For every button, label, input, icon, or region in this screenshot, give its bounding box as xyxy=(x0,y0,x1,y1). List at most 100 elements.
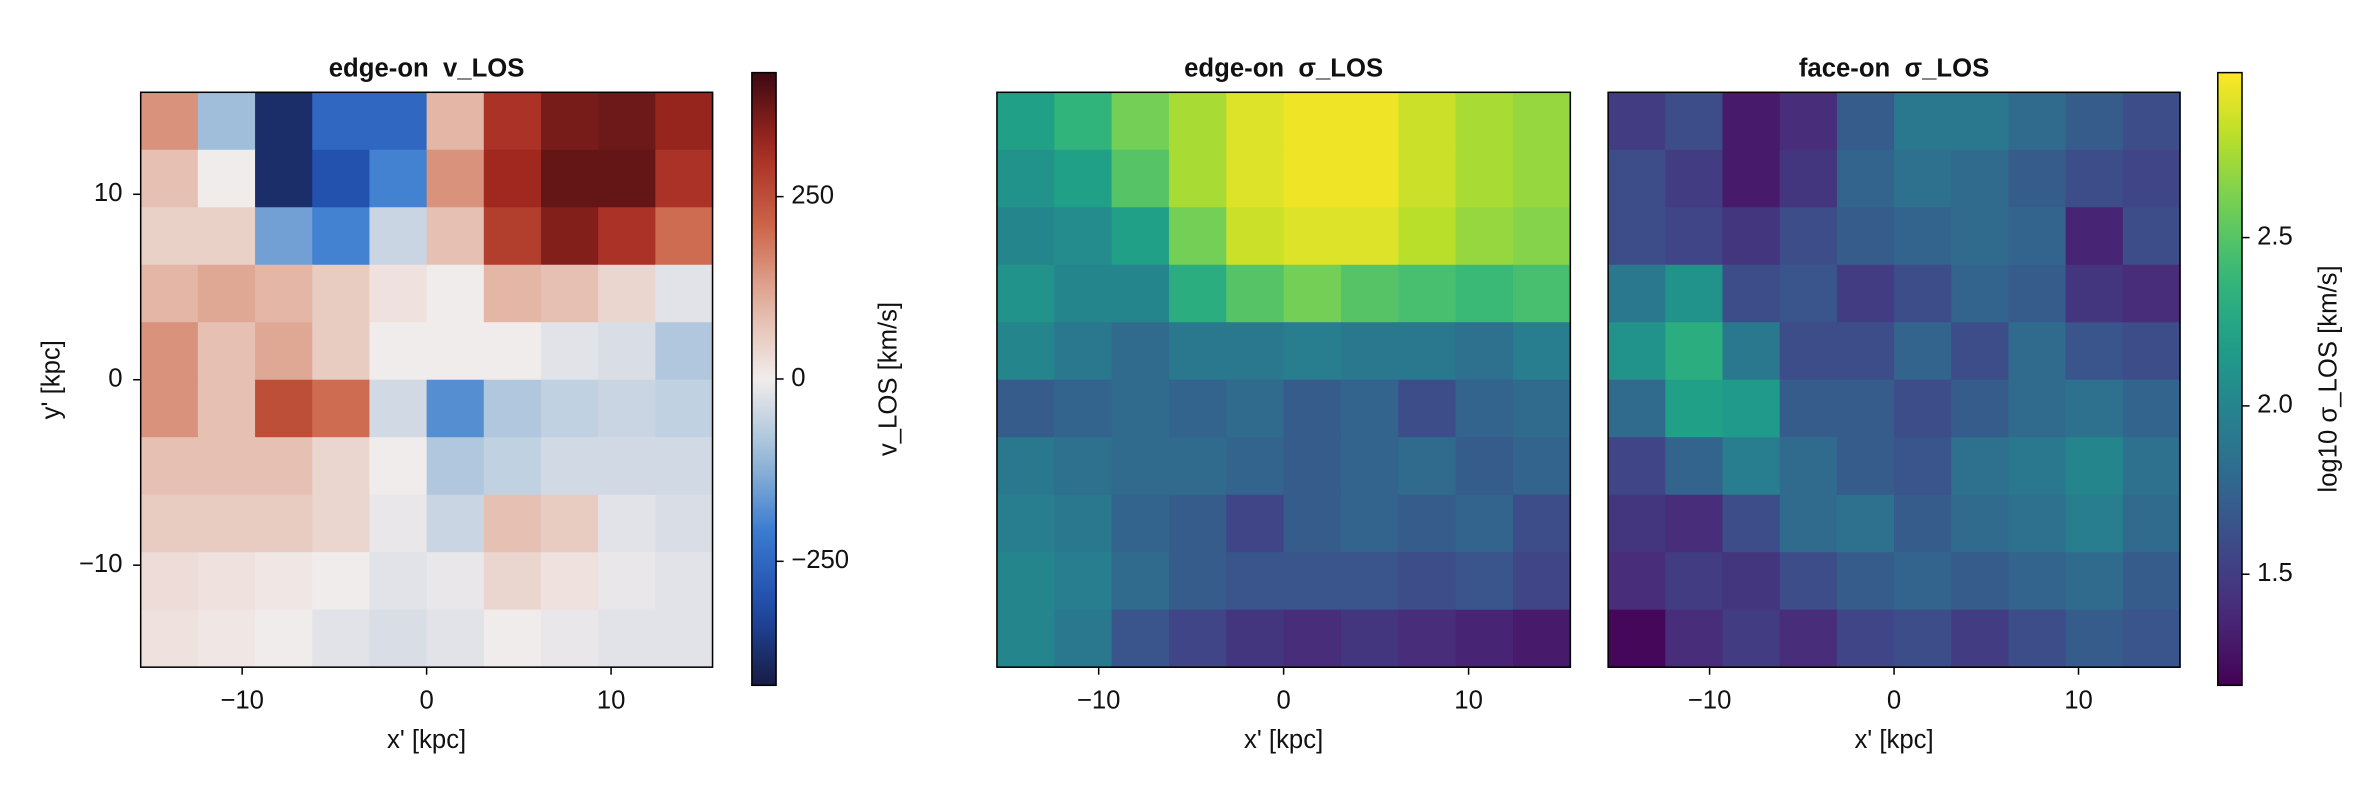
heatmap-cell xyxy=(1951,264,2010,323)
heatmap-cell xyxy=(140,379,199,438)
x-tick-label: 0 xyxy=(419,687,433,715)
heatmap-cell xyxy=(1608,379,1667,438)
heatmap-cell xyxy=(1836,609,1895,668)
heatmap-cell xyxy=(1054,207,1113,266)
heatmap-cell xyxy=(540,207,599,266)
heatmap-cell xyxy=(655,552,714,611)
heatmap-cell xyxy=(255,494,314,553)
heatmap-cell xyxy=(312,207,371,266)
heatmap-cell xyxy=(1894,149,1952,209)
heatmap-cell xyxy=(1779,552,1838,611)
heatmap-cell xyxy=(1054,149,1113,209)
heatmap-cell xyxy=(655,207,714,266)
colorbar xyxy=(751,71,777,687)
heatmap-cell xyxy=(140,609,199,668)
heatmap-cell xyxy=(1836,264,1895,323)
heatmap-cell xyxy=(1836,379,1895,438)
heatmap-cell xyxy=(1398,494,1457,553)
heatmap-cell xyxy=(1894,264,1952,323)
heatmap-cell xyxy=(1455,552,1514,611)
heatmap-cell xyxy=(140,437,199,496)
heatmap-cell xyxy=(426,207,485,266)
heatmap-cell xyxy=(197,207,256,266)
heatmap-cell xyxy=(1340,149,1400,209)
heatmap-cell xyxy=(2122,207,2181,266)
heatmap-cell xyxy=(1283,92,1342,151)
heatmap-cell xyxy=(598,264,657,323)
heatmap-cell xyxy=(1836,322,1895,381)
heatmap-cell xyxy=(540,379,599,438)
panel-title: face-on σ_LOS xyxy=(1799,54,1989,82)
heatmap-cell xyxy=(483,379,542,438)
heatmap-cell xyxy=(1054,494,1113,553)
heatmap-cell xyxy=(1054,322,1113,381)
heatmap-cell xyxy=(1226,609,1285,668)
heatmap-cell xyxy=(1894,494,1952,553)
x-tick-label: 10 xyxy=(2064,687,2093,715)
heatmap-cell xyxy=(1722,552,1781,611)
heatmap-cell xyxy=(1226,207,1285,266)
heatmap-cell xyxy=(369,552,428,611)
x-axis-label: x' [kpc] xyxy=(387,726,466,754)
heatmap-cell xyxy=(1168,92,1228,151)
heatmap-cell xyxy=(1512,437,1572,496)
heatmap-cell xyxy=(255,379,314,438)
heatmap-cell xyxy=(483,264,542,323)
heatmap-cell xyxy=(1836,552,1895,611)
heatmap-cell xyxy=(598,552,657,611)
heatmap-cell xyxy=(1951,92,2010,151)
panel-title: edge-on σ_LOS xyxy=(1184,54,1383,82)
heatmap-cell xyxy=(1608,264,1667,323)
heatmap-cell xyxy=(255,92,314,151)
heatmap-cell xyxy=(483,609,542,668)
heatmap-cell xyxy=(1111,494,1170,553)
heatmap-cell xyxy=(1283,552,1342,611)
heatmap-cell xyxy=(1512,92,1572,151)
heatmap-cell xyxy=(1455,437,1514,496)
heatmap-cell xyxy=(1722,494,1781,553)
colorbar-tick-label: 0 xyxy=(791,364,805,392)
heatmap-cell xyxy=(369,264,428,323)
heatmap-cell xyxy=(655,149,714,209)
heatmap-cell xyxy=(1665,264,1724,323)
heatmap-cell xyxy=(1283,437,1342,496)
heatmap-cell xyxy=(1398,207,1457,266)
heatmap-cell xyxy=(1111,379,1170,438)
heatmap-cell xyxy=(1226,322,1285,381)
heatmap-cell xyxy=(140,552,199,611)
heatmap-cell xyxy=(1283,264,1342,323)
heatmap-cell xyxy=(2008,494,2067,553)
heatmap-cell xyxy=(1398,609,1457,668)
colorbar-tick-label: 1.5 xyxy=(2257,559,2293,587)
heatmap-cell xyxy=(369,437,428,496)
heatmap-cell xyxy=(996,552,1056,611)
heatmap-cell xyxy=(1111,552,1170,611)
heatmap-cell xyxy=(369,92,428,151)
heatmap-cell xyxy=(1455,92,1514,151)
heatmap-cell xyxy=(1455,264,1514,323)
heatmap-cell xyxy=(1665,379,1724,438)
heatmap-cell xyxy=(1226,494,1285,553)
heatmap-cell xyxy=(1340,264,1400,323)
heatmap-cell xyxy=(1894,552,1952,611)
heatmap-cell xyxy=(1608,494,1667,553)
heatmap-cell xyxy=(1779,322,1838,381)
heatmap-cell xyxy=(1512,494,1572,553)
heatmap-cell xyxy=(2008,322,2067,381)
y-tick-label: 10 xyxy=(94,179,123,207)
heatmap-cell xyxy=(483,437,542,496)
heatmap-cell xyxy=(1665,437,1724,496)
heatmap-cell xyxy=(1894,609,1952,668)
heatmap-cell xyxy=(1283,207,1342,266)
heatmap-cell xyxy=(1398,552,1457,611)
heatmap-cell xyxy=(540,552,599,611)
heatmap-cell xyxy=(1951,207,2010,266)
heatmap-cell xyxy=(1951,552,2010,611)
heatmap-cell xyxy=(1512,322,1572,381)
heatmap-cell xyxy=(1168,322,1228,381)
heatmap-cell xyxy=(1398,437,1457,496)
heatmap-cell xyxy=(598,379,657,438)
heatmap-cell xyxy=(2008,92,2067,151)
heatmap-cell xyxy=(540,92,599,151)
heatmap-cell xyxy=(1455,322,1514,381)
